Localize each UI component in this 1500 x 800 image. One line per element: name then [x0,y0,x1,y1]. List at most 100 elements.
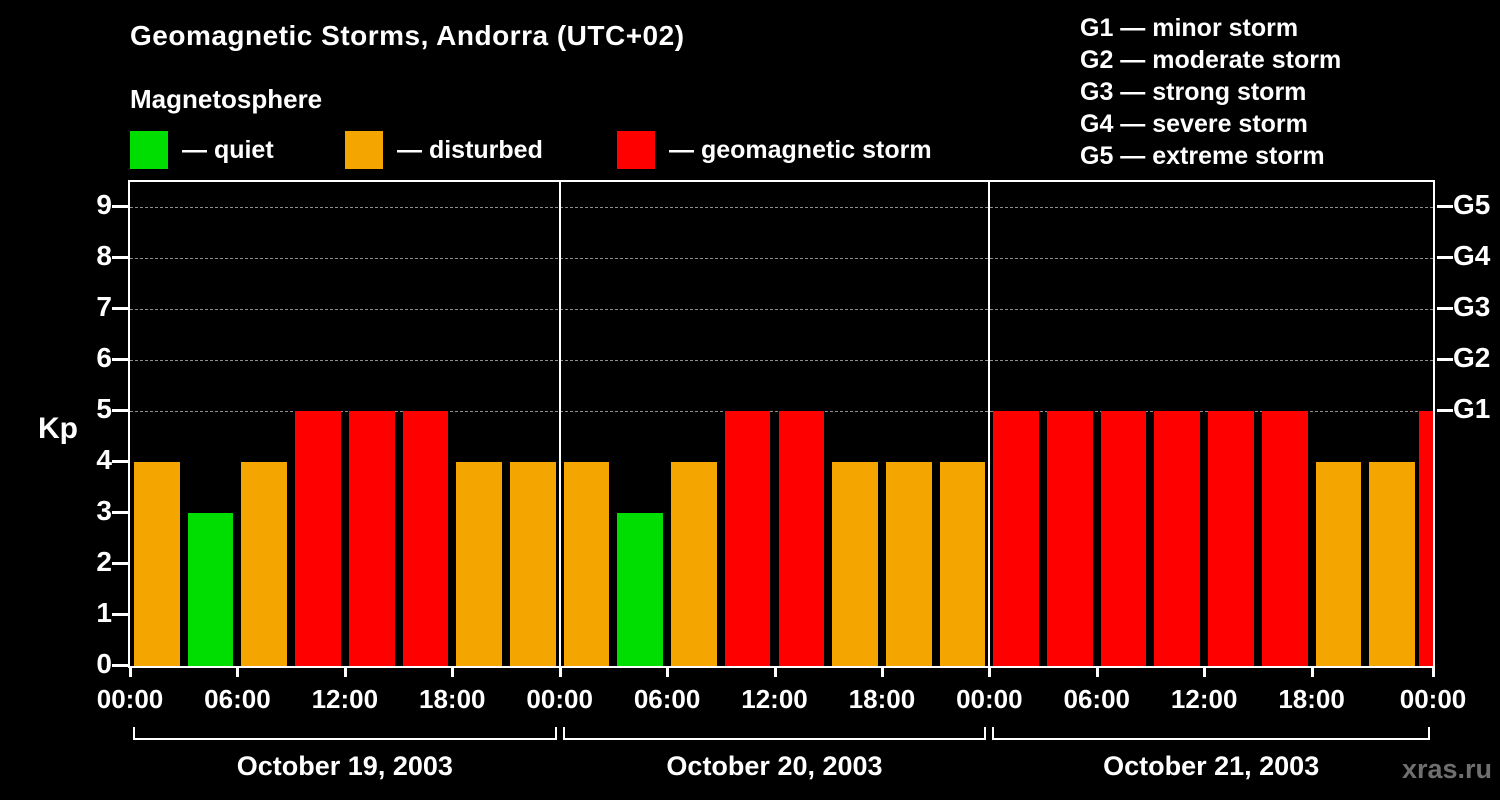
storm-scale-item-g3: G3 — strong storm [1080,78,1307,106]
chart-subtitle: Magnetosphere [130,84,323,114]
y-tick-label: 1 [96,597,112,628]
x-tick-label: 00:00 [96,684,164,714]
y-axis-tick [112,256,128,259]
x-tick-label: 00:00 [956,684,1023,714]
kp-bar [1208,411,1254,666]
y-axis-tick [112,409,128,412]
y-tick-label: 2 [96,546,112,577]
storm-scale-item-g1: G1 — minor storm [1080,14,1299,42]
kp-bar [402,411,449,666]
plot-inner [130,182,1433,666]
kp-bar [348,411,395,666]
g-scale-tick-label: G1 [1453,393,1491,424]
kp-bar [1369,462,1415,666]
x-tick-label: 18:00 [419,684,486,714]
kp-bar [671,462,717,666]
kp-bar [832,462,878,666]
kp-bar [1261,411,1308,666]
day-separator [988,182,991,666]
x-axis-tick [236,668,240,677]
x-tick-label: 12:00 [741,684,808,714]
date-label: October 20, 2003 [666,751,883,781]
g-axis-tick [1437,409,1453,412]
y-axis-tick [112,205,128,208]
kp-bar [134,462,180,666]
day-bracket [992,727,1430,740]
kp-bar [563,462,610,666]
legend-item-disturbed: — disturbed [345,130,543,170]
x-axis-tick [343,668,347,677]
x-axis-tick [666,668,670,677]
x-tick-label: 18:00 [1278,684,1345,714]
y-tick-label: 8 [96,240,112,271]
x-axis-tick [988,668,992,677]
x-axis-tick [1203,668,1207,677]
day-separator [558,182,561,666]
y-tick-label: 6 [96,342,112,373]
y-axis-tick [112,511,128,514]
storm-scale-item-g5: G5 — extreme storm [1080,142,1325,170]
x-tick-label: 12:00 [1170,684,1238,714]
g-scale-tick-label: G4 [1453,240,1491,271]
gridline-kp-6 [130,360,1433,361]
kp-bar [187,513,234,666]
g-scale-tick-label: G5 [1453,189,1491,220]
y-axis-tick [112,307,128,310]
kp-bar [456,462,502,666]
kp-bar [993,411,1040,666]
x-tick-label: 06:00 [204,684,271,714]
kp-bar [724,411,771,666]
kp-bar [617,513,664,666]
x-tick-label: 18:00 [848,684,916,714]
quiet-color-swatch [130,131,168,169]
storm-scale-item-g2: G2 — moderate storm [1080,46,1342,74]
x-axis-tick [880,668,884,677]
g-axis-tick [1437,307,1453,310]
y-tick-label: 4 [96,444,112,475]
y-axis-tick [112,664,128,667]
y-axis-tick [112,562,128,565]
date-label: October 19, 2003 [236,751,453,781]
gridline-kp-9 [130,207,1433,208]
kp-bar [295,411,341,666]
x-tick-label: 06:00 [633,684,701,714]
g-scale-tick-label: G2 [1453,342,1491,373]
watermark: xras.ru [1401,754,1492,784]
kp-bar [1047,411,1093,666]
kp-bar [1315,462,1362,666]
gridline-kp-8 [130,258,1433,259]
x-tick-label: 12:00 [311,684,379,714]
x-axis-tick [129,668,132,677]
x-axis-tick [1095,668,1099,677]
kp-bar [1100,411,1147,666]
storm-label: — geomagnetic storm [669,135,932,164]
disturbed-label: — disturbed [397,135,543,164]
date-label: October 21, 2003 [1103,751,1320,781]
disturbed-color-swatch [345,131,383,169]
storm-scale-item-g4: G4 — severe storm [1080,110,1308,138]
kp-bar [1154,411,1201,666]
day-bracket [133,727,557,740]
g-axis-tick [1437,205,1453,208]
g-axis-tick [1437,256,1453,259]
kp-bar [885,462,932,666]
legend-item-quiet: — quiet [130,130,274,170]
storm-scale-legend: G1 — minor storm G2 — moderate storm G3 … [1080,12,1341,172]
plot-area [128,180,1435,668]
x-tick-label: 00:00 [526,684,593,714]
chart-title: Geomagnetic Storms, Andorra (UTC+02) [130,20,685,51]
x-axis-tick [1310,668,1314,677]
y-tick-label: 3 [96,495,112,526]
kp-bar [509,462,556,666]
x-axis-tick [1432,668,1435,677]
kp-bar [939,462,986,666]
y-axis-label: Kp [38,412,78,445]
kp-bar-partial [1419,411,1433,666]
y-axis-tick [112,613,128,616]
x-axis-tick [451,668,455,677]
x-tick-label: 06:00 [1063,684,1131,714]
y-tick-label: 7 [96,291,112,322]
storm-color-swatch [617,131,655,169]
x-axis-tick [773,668,777,677]
legend-item-storm: — geomagnetic storm [617,130,932,170]
